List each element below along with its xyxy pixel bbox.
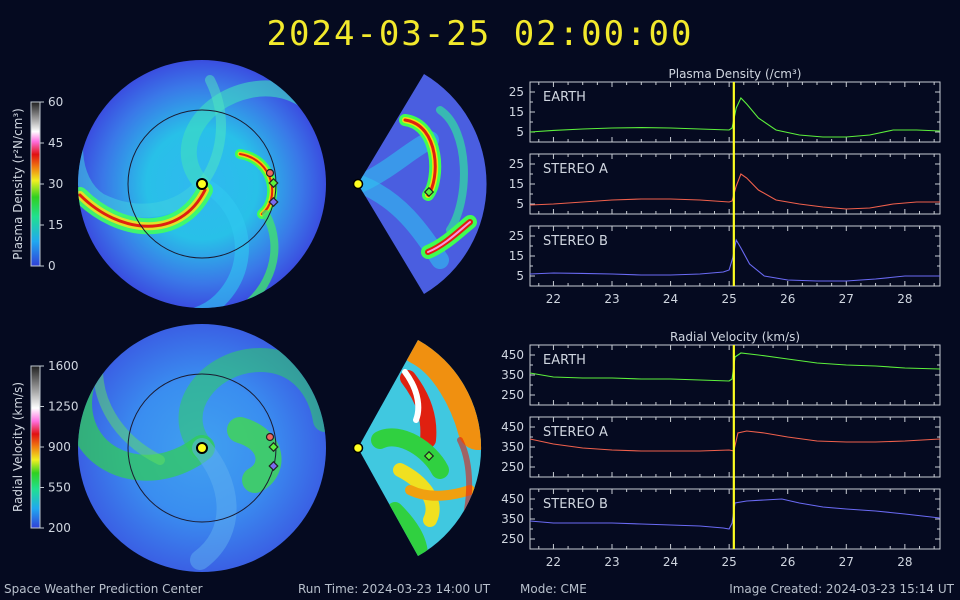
earth-marker-velocity xyxy=(268,441,279,453)
x-tick-label: 22 xyxy=(546,292,561,306)
series-line-stereo-a xyxy=(529,430,941,452)
sun-marker-wedge-velocity xyxy=(352,442,364,454)
panel-label: EARTH xyxy=(543,353,586,368)
series-line-earth xyxy=(529,97,941,138)
x-tick-label: 24 xyxy=(663,292,678,306)
x-tick-label: 28 xyxy=(897,555,912,569)
y-tick-label: 450 xyxy=(501,348,524,362)
density-ecliptic-disk xyxy=(78,60,326,308)
panel-stereo-b: 250 350 450 STEREO B xyxy=(501,488,941,550)
colorbar-tick-label: 30 xyxy=(48,177,63,191)
x-tick-label: 23 xyxy=(604,555,619,569)
y-tick-label: 25 xyxy=(509,157,524,171)
colorbar-tick-label: 1250 xyxy=(48,400,79,414)
page-title: 2024-03-25 02:00:00 xyxy=(266,14,694,54)
y-tick-label: 25 xyxy=(509,229,524,243)
density-colorbar-label: Plasma Density (r²N/cm³) xyxy=(11,108,25,260)
series-line-stereo-a xyxy=(529,173,940,210)
stereo-b-marker-density xyxy=(268,196,279,208)
sun-marker-wedge-density xyxy=(352,178,364,190)
y-tick-label: 5 xyxy=(516,197,524,211)
x-tick-label: 25 xyxy=(722,555,737,569)
x-tick-label: 26 xyxy=(780,292,795,306)
y-tick-label: 450 xyxy=(501,420,524,434)
y-tick-label: 350 xyxy=(501,512,524,526)
colorbar-tick-label: 200 xyxy=(48,521,71,535)
colorbar-tick-label: 15 xyxy=(48,218,63,232)
footer-mode: Mode: CME xyxy=(520,582,587,596)
velocity-ecliptic-disk xyxy=(78,324,326,572)
velocity-colorbar-label: Radial Velocity (km/s) xyxy=(11,382,25,512)
x-tick-label: 27 xyxy=(839,292,854,306)
panel-label: EARTH xyxy=(543,90,586,105)
panel-frame xyxy=(529,344,941,406)
footer-org: Space Weather Prediction Center xyxy=(4,582,203,596)
x-tick-label: 25 xyxy=(722,292,737,306)
colorbar-tick-label: 550 xyxy=(48,481,71,495)
velocity-timeseries-chart: Radial Velocity (km/s) 250 350 450 EARTH 250 3… xyxy=(501,330,941,569)
y-tick-label: 25 xyxy=(509,85,524,99)
colorbar-tick-label: 1600 xyxy=(48,359,79,373)
panel-stereo-a: 250 350 450 STEREO A xyxy=(501,416,941,478)
panel-stereo-b: 5 15 25 STEREO B xyxy=(509,225,941,287)
chart-title: Radial Velocity (km/s) xyxy=(670,330,800,344)
stereo-b-marker-velocity xyxy=(268,460,279,472)
y-tick-label: 5 xyxy=(516,125,524,139)
density-colorbar: 60 45 30 15 0 Plasma Density (r²N/cm³) xyxy=(11,95,63,273)
colorbar-tick-label: 0 xyxy=(48,259,56,273)
panel-label: STEREO A xyxy=(543,425,608,440)
panel-label: STEREO A xyxy=(543,162,608,177)
footer-image-created: Image Created: 2024-03-23 15:14 UT xyxy=(729,582,954,596)
y-tick-label: 15 xyxy=(509,249,524,263)
panel-label: STEREO B xyxy=(543,497,608,512)
velocity-meridional-wedge xyxy=(352,340,482,556)
series-line-earth xyxy=(529,352,941,382)
sun-marker-velocity xyxy=(196,442,208,454)
stereo-a-marker-velocity xyxy=(265,432,275,442)
colorbar-tick-label: 60 xyxy=(48,95,63,109)
x-tick-label: 28 xyxy=(897,292,912,306)
colorbar-tick-label: 900 xyxy=(48,440,71,454)
y-tick-label: 250 xyxy=(501,532,524,546)
colorbar-tick-label: 45 xyxy=(48,136,63,150)
y-tick-label: 450 xyxy=(501,492,524,506)
x-tick-label: 22 xyxy=(546,555,561,569)
density-meridional-wedge xyxy=(352,74,487,294)
panel-stereo-a: 5 15 25 STEREO A xyxy=(509,153,941,215)
panel-earth: 5 15 25 EARTH xyxy=(509,81,941,143)
earth-marker-density xyxy=(268,177,279,189)
density-timeseries-chart: Plasma Density (/cm³) 5 15 25 EARTH 5 15 25 STER… xyxy=(509,67,941,306)
sun-marker-density xyxy=(196,178,208,190)
y-tick-label: 350 xyxy=(501,440,524,454)
y-tick-label: 250 xyxy=(501,460,524,474)
x-tick-label: 27 xyxy=(839,555,854,569)
footer-run-time: Run Time: 2024-03-23 14:00 UT xyxy=(298,582,491,596)
x-tick-label: 24 xyxy=(663,555,678,569)
panel-label: STEREO B xyxy=(543,234,608,249)
y-tick-label: 350 xyxy=(501,368,524,382)
chart-title: Plasma Density (/cm³) xyxy=(669,67,802,81)
stereo-a-marker-density xyxy=(265,168,275,178)
velocity-colorbar: 1600 1250 900 550 200 Radial Velocity (km/s) xyxy=(11,359,79,535)
y-tick-label: 15 xyxy=(509,105,524,119)
earth-marker-wedge-velocity xyxy=(423,450,435,462)
panel-earth: 250 350 450 EARTH xyxy=(501,344,941,406)
x-tick-label: 23 xyxy=(604,292,619,306)
y-tick-label: 15 xyxy=(509,177,524,191)
x-tick-label: 26 xyxy=(780,555,795,569)
earth-marker-wedge-density xyxy=(423,186,435,198)
y-tick-label: 250 xyxy=(501,388,524,402)
y-tick-label: 5 xyxy=(516,269,524,283)
